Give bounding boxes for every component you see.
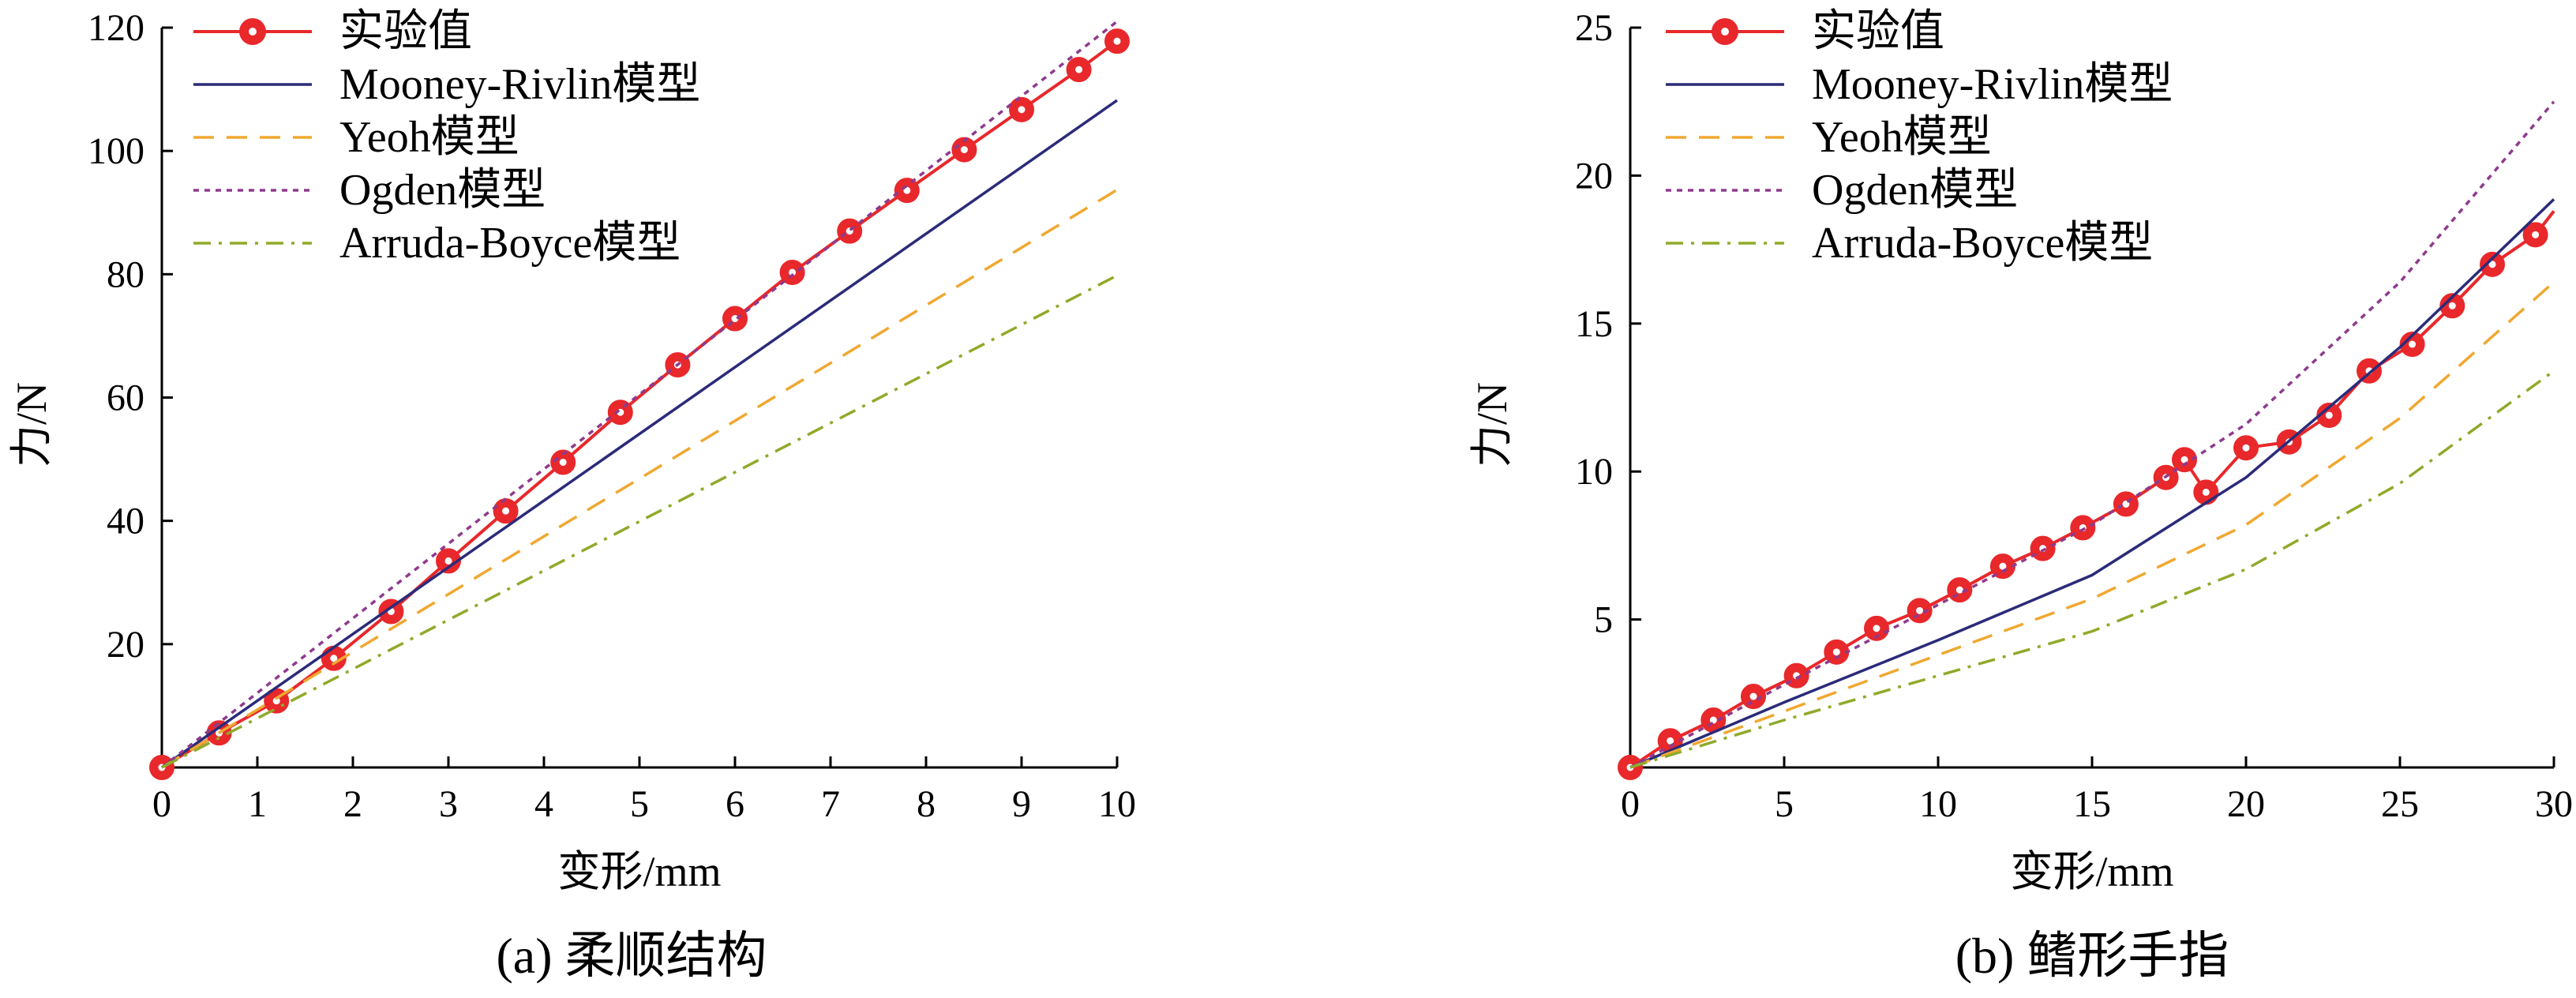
legend-label: 实验值: [339, 7, 472, 56]
data-point-center: [1832, 648, 1840, 656]
legend-swatch-marker-center: [1721, 28, 1729, 36]
data-point-center: [1873, 625, 1880, 632]
x-tick-label: 7: [821, 783, 840, 825]
data-point-center: [2532, 231, 2540, 238]
data-point-center: [1113, 37, 1121, 45]
series-line: [160, 99, 1119, 769]
x-tick-label: 25: [2381, 783, 2419, 825]
series-line: [161, 188, 1118, 769]
y-tick-label: 120: [88, 7, 144, 49]
data-point-center: [789, 268, 797, 276]
x-tick-label: 10: [1919, 783, 1957, 825]
legend-label: Mooney-Rivlin模型: [1812, 60, 2173, 109]
x-tick-label: 6: [726, 783, 744, 825]
y-tick-label: 20: [1575, 155, 1613, 197]
x-tick-label: 0: [152, 783, 171, 825]
y-axis-label: 力/N: [8, 382, 55, 467]
data-point-center: [272, 697, 280, 705]
data-point-center: [2242, 444, 2250, 452]
data-point-center: [444, 557, 452, 565]
legend: 实验值Mooney-Rivlin模型Yeoh模型Ogden模型Arruda-Bo…: [1666, 7, 2173, 268]
x-tick-label: 9: [1012, 783, 1031, 825]
y-tick-label: 20: [107, 624, 144, 666]
data-point-center: [559, 458, 567, 466]
x-tick-label: 15: [2073, 783, 2111, 825]
data-point-center: [2409, 340, 2417, 348]
x-axis-label: 变形/mm: [557, 848, 721, 895]
legend-label: Yeoh模型: [339, 113, 519, 162]
data-point-center: [2448, 302, 2456, 310]
data-point-center: [1709, 716, 1717, 724]
legend-label: Ogden模型: [1812, 166, 2018, 215]
data-point-center: [1999, 562, 2007, 570]
data-point-center: [2202, 488, 2210, 496]
y-tick-label: 40: [107, 501, 144, 542]
x-tick-label: 0: [1621, 783, 1640, 825]
panel-caption: (b) 鳍形手指: [1955, 928, 2229, 984]
x-tick-label: 3: [439, 783, 458, 825]
series-line: [1629, 210, 2555, 769]
legend-swatch-marker-center: [249, 28, 257, 36]
data-point-center: [502, 507, 510, 515]
y-tick-label: 80: [107, 253, 144, 295]
x-tick-label: 10: [1098, 783, 1136, 825]
y-tick-label: 100: [88, 130, 144, 172]
panel-b: 0 5 10 15 20 25 30 5 10 15 20 25 变形/mm 力/N (b) 鳍形手指 实验值…: [1468, 7, 2573, 984]
x-tick-label: 30: [2535, 783, 2573, 825]
series-line: [161, 274, 1118, 769]
x-tick-label: 8: [917, 783, 936, 825]
legend-label: Yeoh模型: [1812, 113, 1992, 162]
data-point-center: [960, 146, 968, 154]
x-axis-label: 变形/mm: [2010, 848, 2173, 895]
data-point-center: [1955, 586, 1963, 594]
series-line: [160, 20, 1119, 769]
panel-a: 0 1 2 3 4 5 6 7 8 9 10 20 40 60 80 100 120 变形/mm 力/N (a) 柔顺…: [8, 7, 1136, 984]
y-tick-label: 25: [1575, 7, 1613, 49]
data-point-center: [1018, 106, 1026, 114]
y-tick-label: 15: [1575, 303, 1613, 345]
x-tick-label: 4: [534, 783, 553, 825]
data-point-center: [2325, 411, 2333, 419]
y-tick-label: 5: [1594, 599, 1613, 641]
y-tick-label: 60: [107, 377, 144, 419]
series-line: [1629, 370, 2555, 769]
series-line: [1629, 198, 2555, 769]
x-tick-label: 5: [630, 783, 649, 825]
legend-label: Arruda-Boyce模型: [339, 219, 681, 268]
x-tick-label: 1: [248, 783, 267, 825]
x-tick-label: 5: [1775, 783, 1794, 825]
x-tick-label: 2: [343, 783, 362, 825]
data-point-center: [1916, 606, 1924, 614]
legend-label: Mooney-Rivlin模型: [339, 60, 700, 109]
x-tick-label: 20: [2227, 783, 2265, 825]
data-point-center: [330, 655, 338, 662]
legend-label: Ogden模型: [339, 166, 546, 215]
data-point-center: [2180, 456, 2188, 463]
y-axis-label: 力/N: [1468, 382, 1516, 467]
series-line: [1629, 100, 2555, 769]
data-point-center: [1667, 737, 1674, 745]
data-point-center: [1749, 692, 1757, 700]
panel-caption: (a) 柔顺结构: [496, 928, 767, 984]
legend-label: Arruda-Boyce模型: [1812, 219, 2153, 268]
data-point-center: [2488, 261, 2496, 268]
legend-label: 实验值: [1812, 7, 1944, 56]
legend: 实验值Mooney-Rivlin模型Yeoh模型Ogden模型Arruda-Bo…: [193, 7, 700, 268]
data-point-center: [1075, 66, 1083, 73]
y-tick-label: 10: [1575, 451, 1613, 493]
